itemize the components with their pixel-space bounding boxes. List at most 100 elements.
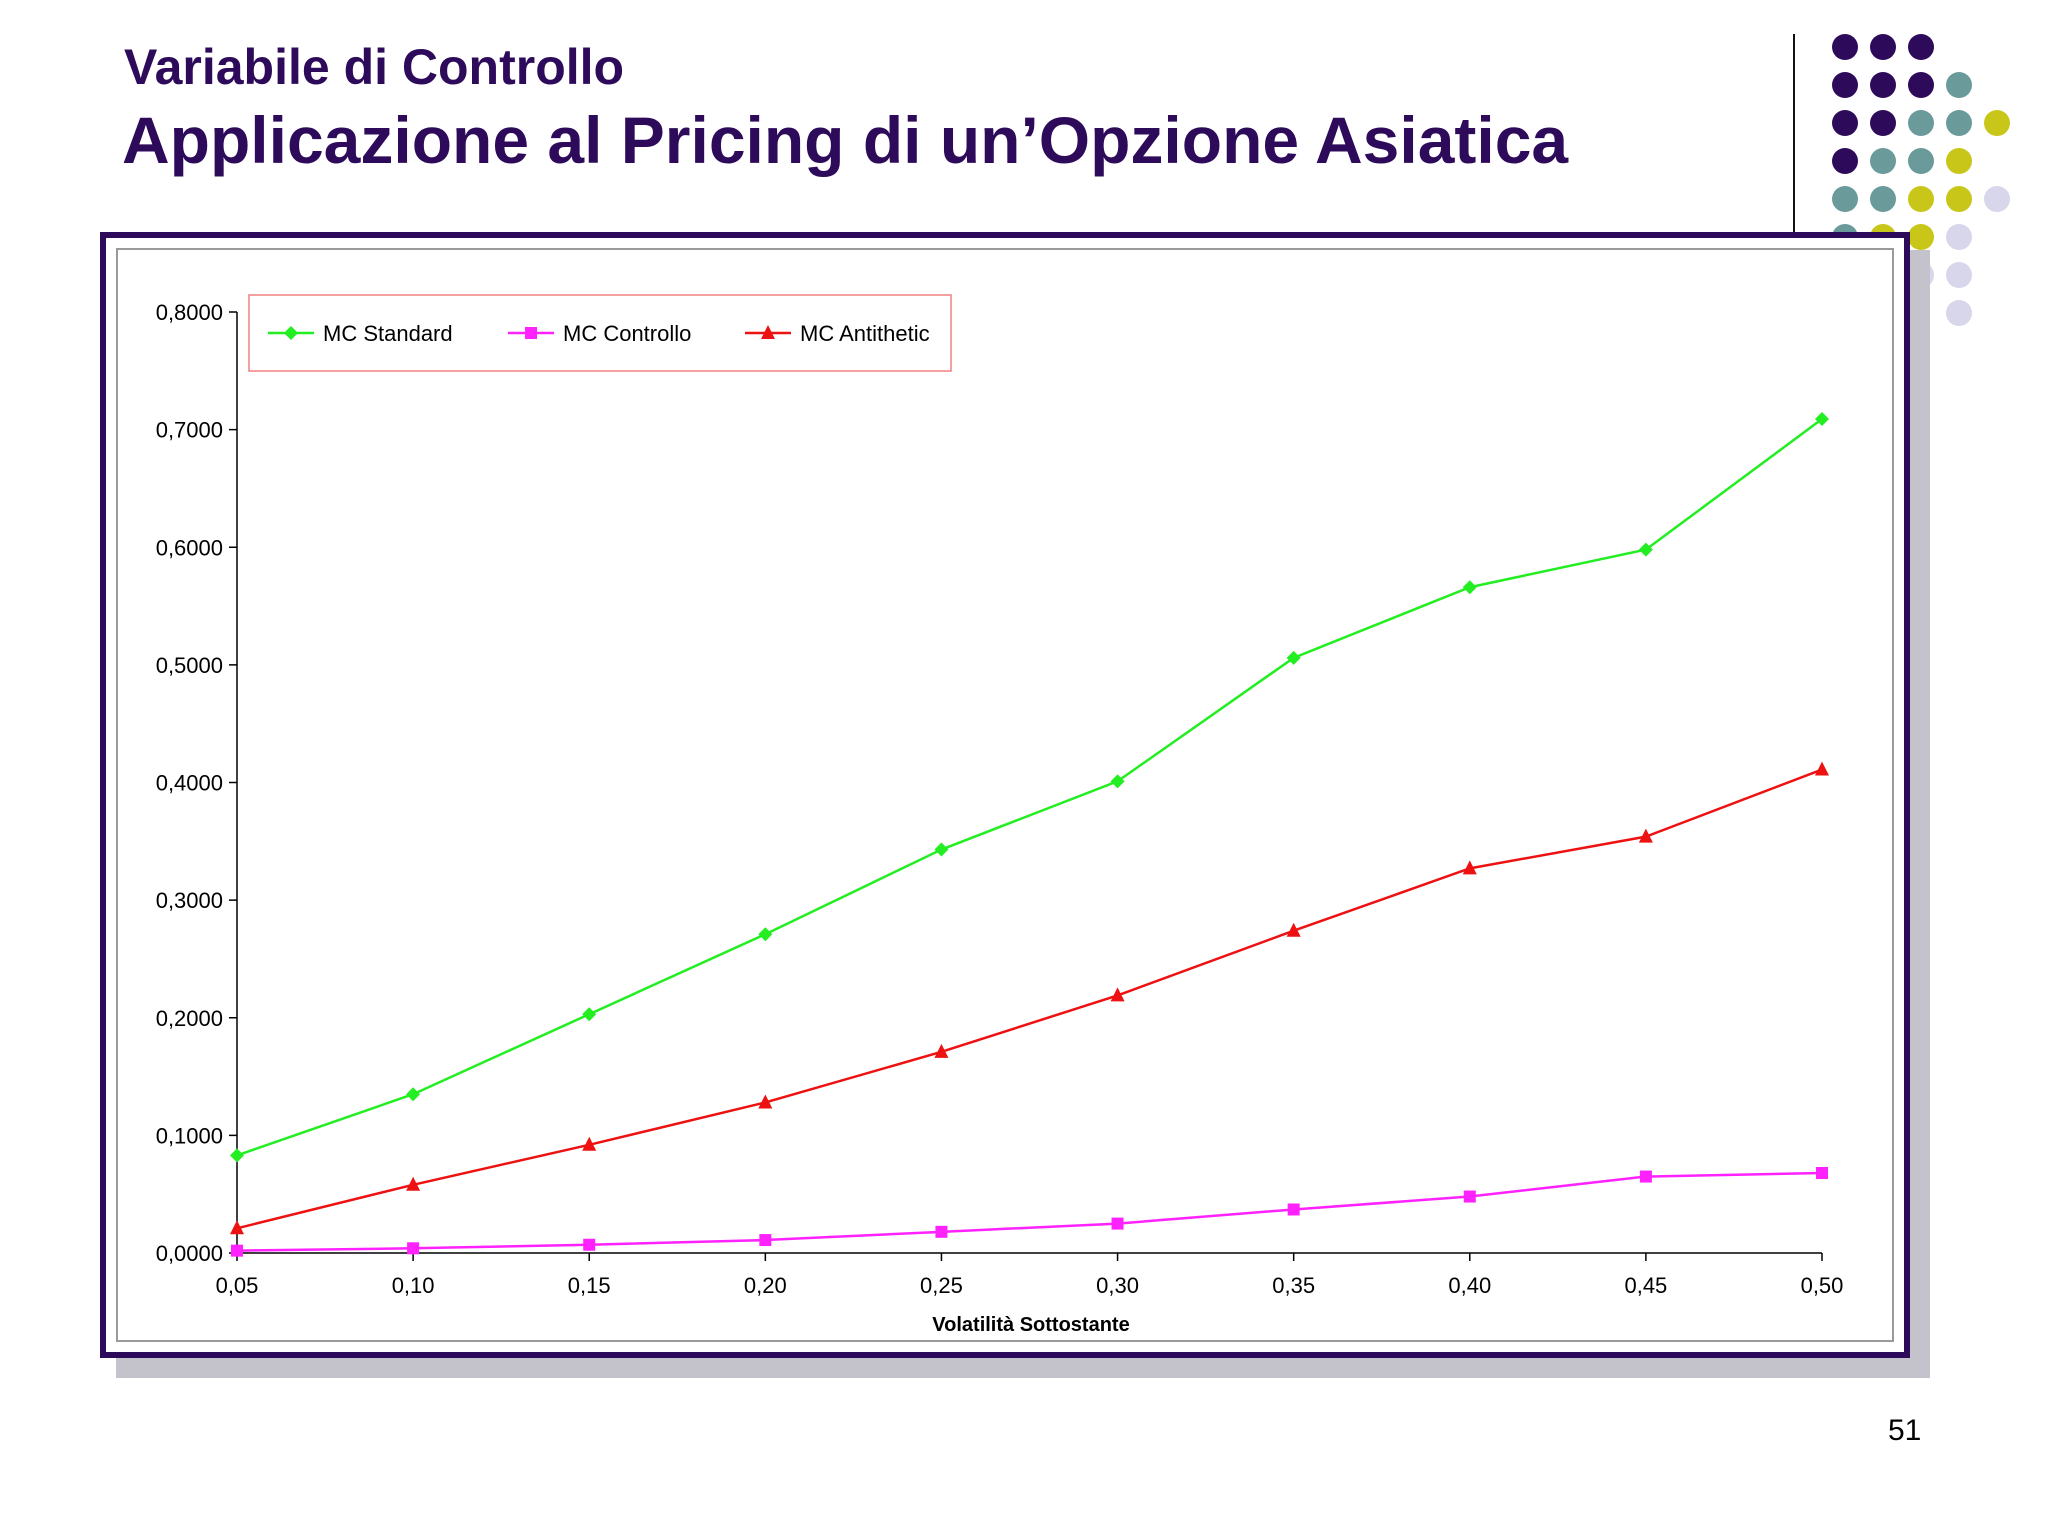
data-point xyxy=(934,842,949,857)
line-chart: 0,0000 0,1000 0,2000 0,3000 0,4000 0,5000 0,60… xyxy=(156,294,1844,1336)
x-tick-label: 0,40 xyxy=(1448,1273,1491,1298)
legend-box xyxy=(248,294,952,372)
data-point xyxy=(934,1043,949,1058)
data-point xyxy=(1286,922,1301,937)
decorative-dot xyxy=(1908,224,1934,250)
series-mc-controllo xyxy=(231,1167,1828,1257)
y-tick-label: 0,1000 xyxy=(156,1123,223,1148)
chart-area: 0,0000 0,1000 0,2000 0,3000 0,4000 0,5000 0,60… xyxy=(116,248,1894,1342)
series-line xyxy=(236,1171,1823,1252)
legend-label: MC Antithetic xyxy=(800,321,930,346)
series-mc-standard xyxy=(230,412,1829,1163)
decorative-dot xyxy=(1946,186,1972,212)
decorative-dot xyxy=(1832,34,1858,60)
data-point xyxy=(1638,542,1653,557)
x-tick-label: 0,10 xyxy=(392,1273,435,1298)
data-point xyxy=(406,1087,421,1102)
chart-series xyxy=(230,412,1829,1257)
x-tick-label: 0,45 xyxy=(1624,1273,1667,1298)
data-point xyxy=(1815,412,1829,427)
data-point xyxy=(231,1244,243,1257)
decorative-dot xyxy=(1832,110,1858,136)
x-tick-label: 0,35 xyxy=(1272,1273,1315,1298)
data-point xyxy=(1110,774,1125,789)
data-point xyxy=(1815,761,1829,776)
data-point xyxy=(758,1094,773,1109)
y-tick-label: 0,7000 xyxy=(156,418,223,443)
decorative-dot xyxy=(1870,72,1896,98)
data-point xyxy=(230,1148,244,1163)
y-tick-label: 0,3000 xyxy=(156,888,223,913)
decorative-dot xyxy=(1908,34,1934,60)
legend-label: MC Controllo xyxy=(563,321,691,346)
series-mc-antithetic xyxy=(230,761,1829,1235)
data-point xyxy=(759,1234,772,1247)
data-point xyxy=(1287,1203,1300,1216)
decorative-dot xyxy=(1946,72,1972,98)
legend-item: MC Antithetic xyxy=(745,321,930,346)
decorative-dot xyxy=(1984,110,2010,136)
y-tick-label: 0,2000 xyxy=(156,1006,223,1031)
y-tick-label: 0,4000 xyxy=(156,771,223,796)
x-tick-label: 0,15 xyxy=(568,1273,611,1298)
decorative-dot xyxy=(1908,72,1934,98)
chart-axes: 0,0000 0,1000 0,2000 0,3000 0,4000 0,5000 0,60… xyxy=(156,300,1844,1298)
data-point xyxy=(582,1136,597,1151)
x-tick-label: 0,25 xyxy=(920,1273,963,1298)
decorative-dot xyxy=(1908,186,1934,212)
chart-legend: MC Standard MC Controllo MC Antithetic xyxy=(248,294,952,372)
x-tick-label: 0,05 xyxy=(216,1273,259,1298)
data-point xyxy=(1639,1170,1652,1183)
chart-frame: 0,0000 0,1000 0,2000 0,3000 0,4000 0,5000 0,60… xyxy=(100,232,1910,1358)
x-tick-label: 0,30 xyxy=(1096,1273,1139,1298)
y-tick-label: 0,8000 xyxy=(156,300,223,325)
data-point xyxy=(230,1220,244,1235)
data-point xyxy=(1462,580,1477,595)
legend-item: MC Controllo xyxy=(508,321,691,346)
decorative-dot xyxy=(1946,148,1972,174)
data-point xyxy=(758,927,773,942)
decorative-dot xyxy=(1832,186,1858,212)
data-point xyxy=(761,325,775,339)
data-point xyxy=(284,326,298,340)
data-point xyxy=(1463,1190,1476,1203)
decorative-dot xyxy=(1946,300,1972,326)
decorative-dot xyxy=(1908,148,1934,174)
series-line xyxy=(236,418,1823,1157)
data-point xyxy=(407,1242,420,1255)
legend-item: MC Standard xyxy=(268,321,453,346)
decorative-dot xyxy=(1870,186,1896,212)
data-point xyxy=(406,1176,421,1191)
data-point xyxy=(583,1238,596,1251)
data-point xyxy=(935,1225,948,1238)
data-point xyxy=(1638,828,1653,843)
decorative-dot xyxy=(1908,110,1934,136)
data-point xyxy=(1816,1167,1828,1180)
y-tick-label: 0,5000 xyxy=(156,653,223,678)
page-number: 51 xyxy=(1888,1414,1922,1447)
data-point xyxy=(525,327,537,339)
x-tick-label: 0,20 xyxy=(744,1273,787,1298)
decorative-dot xyxy=(1832,148,1858,174)
decorative-dot xyxy=(1946,110,1972,136)
divider-line xyxy=(1793,34,1795,248)
legend-label: MC Standard xyxy=(323,321,453,346)
slide-subtitle: Variabile di Controllo xyxy=(124,39,625,95)
decorative-dot xyxy=(1946,224,1972,250)
data-point xyxy=(1462,860,1477,875)
x-tick-label: 0,50 xyxy=(1801,1273,1844,1298)
y-tick-label: 0,6000 xyxy=(156,535,223,560)
data-point xyxy=(1111,1217,1124,1230)
decorative-dot xyxy=(1870,148,1896,174)
slide-title: Applicazione al Pricing di un’Opzione As… xyxy=(122,103,1569,177)
data-point xyxy=(1110,987,1125,1002)
data-point xyxy=(1286,650,1301,665)
series-line xyxy=(236,768,1823,1230)
decorative-dot xyxy=(1870,110,1896,136)
decorative-dot xyxy=(1984,186,2010,212)
decorative-dot xyxy=(1870,34,1896,60)
data-point xyxy=(582,1007,597,1022)
x-axis-label: Volatilità Sottostante xyxy=(932,1314,1129,1336)
y-tick-label: 0,0000 xyxy=(156,1241,223,1266)
decorative-dot xyxy=(1946,262,1972,288)
